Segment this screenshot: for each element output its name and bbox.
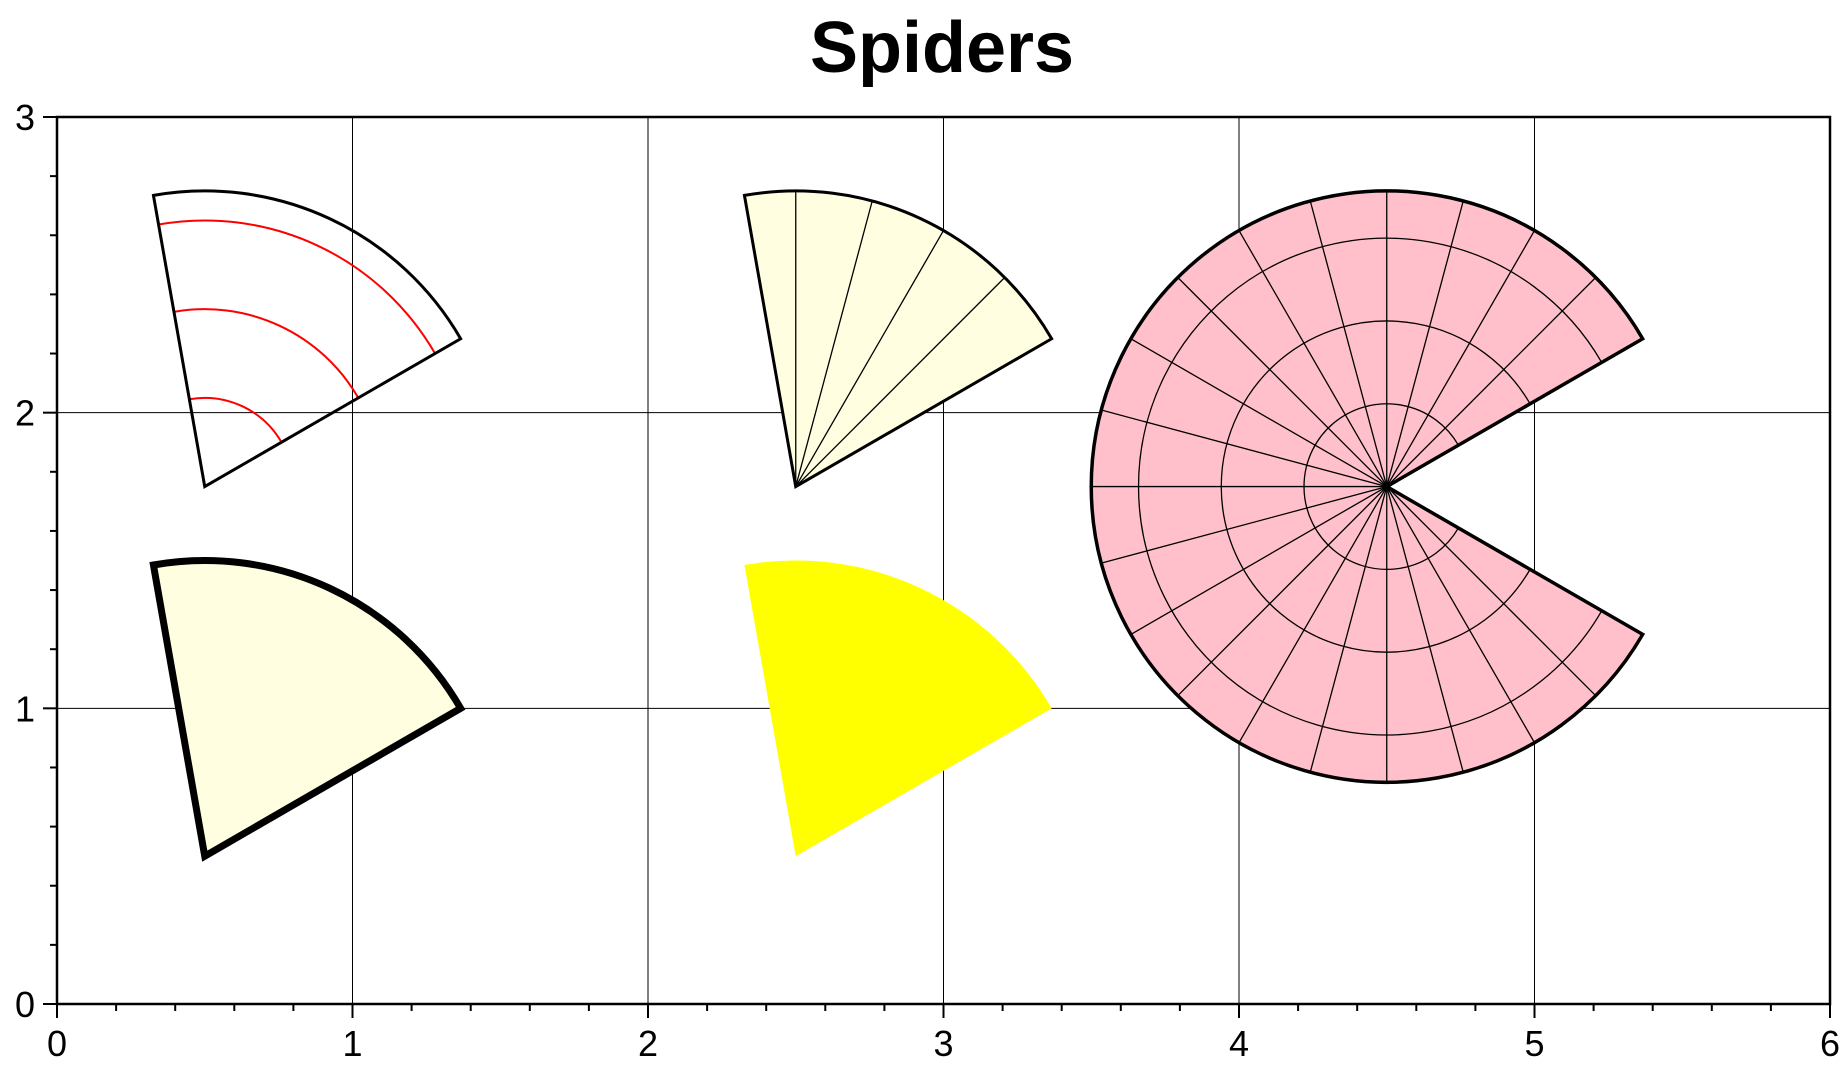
wedge-pink-web-spoke-18 — [1386, 486, 1597, 697]
wedge-thick-outline-outline — [149, 557, 466, 862]
wedge-pink-web-spoke-11 — [1130, 486, 1388, 635]
wedge-pink-web-spoke-5 — [1238, 230, 1388, 487]
x-tick-label-2: 2 — [638, 1023, 658, 1064]
wedge-radial-rings-ring-1 — [173, 308, 360, 399]
wedge-pink-web-spoke-1 — [1386, 230, 1536, 487]
wedge-spokes-spoke-0 — [795, 277, 1006, 488]
wedge-pink-web-spoke-4 — [1309, 200, 1388, 487]
wedge-pink-web — [1089, 189, 1646, 784]
chart-title: Spiders — [810, 8, 1074, 88]
y-tick-label-2: 2 — [15, 393, 35, 434]
wedge-spokes-spoke-1 — [795, 230, 945, 487]
wedge-solid-yellow — [744, 560, 1052, 857]
axis-ticks: 0 1 2 3 4 5 6 0 1 2 3 — [15, 97, 1840, 1064]
wedge-pink-web-spoke-17 — [1386, 486, 1536, 743]
x-tick-label-3: 3 — [933, 1023, 953, 1064]
wedge-pink-web-spoke-8 — [1101, 409, 1387, 488]
wedge-pink-web-spoke-16 — [1386, 486, 1464, 773]
wedge-radial-rings-body — [153, 191, 460, 487]
wedge-solid-yellow-body — [744, 560, 1052, 857]
wedge-thick-outline — [149, 557, 466, 862]
wedge-pink-web-spoke-6 — [1177, 277, 1388, 488]
wedge-pink-web-outline — [1089, 189, 1646, 784]
wedge-radial-rings — [151, 189, 463, 489]
x-tick-label-6: 6 — [1820, 1023, 1840, 1064]
wedge-spokes — [742, 189, 1054, 489]
wedge-pink-web-spoke-7 — [1130, 338, 1388, 488]
wedge-pink-web-spoke-10 — [1101, 485, 1387, 564]
x-tick-label-4: 4 — [1229, 1023, 1249, 1064]
wedge-pink-web-spoke-12 — [1177, 486, 1388, 697]
wedge-spokes-outline — [742, 189, 1054, 489]
wedge-radial-rings-outline — [151, 189, 463, 489]
wedge-radial-rings-ring-2 — [158, 219, 436, 355]
wedge-pink-web-spoke-14 — [1309, 486, 1388, 773]
x-tick-label-0: 0 — [47, 1023, 67, 1064]
x-tick-label-1: 1 — [342, 1023, 362, 1064]
wedge-pink-web-spoke-13 — [1238, 486, 1388, 743]
y-tick-label-0: 0 — [15, 984, 35, 1025]
wedge-thick-outline-body — [153, 560, 461, 857]
x-tick-label-5: 5 — [1524, 1023, 1544, 1064]
wedge-spokes-spoke-2 — [795, 200, 873, 487]
wedge-radial-rings-ring-0 — [189, 396, 283, 443]
wedge-spokes-body — [744, 190, 1052, 487]
wedge-pink-web-spoke-2 — [1386, 200, 1464, 487]
y-tick-label-3: 3 — [15, 97, 35, 138]
y-tick-label-1: 1 — [15, 688, 35, 729]
wedges-layer — [149, 189, 1646, 862]
wedge-pink-web-spoke-0 — [1386, 277, 1597, 488]
